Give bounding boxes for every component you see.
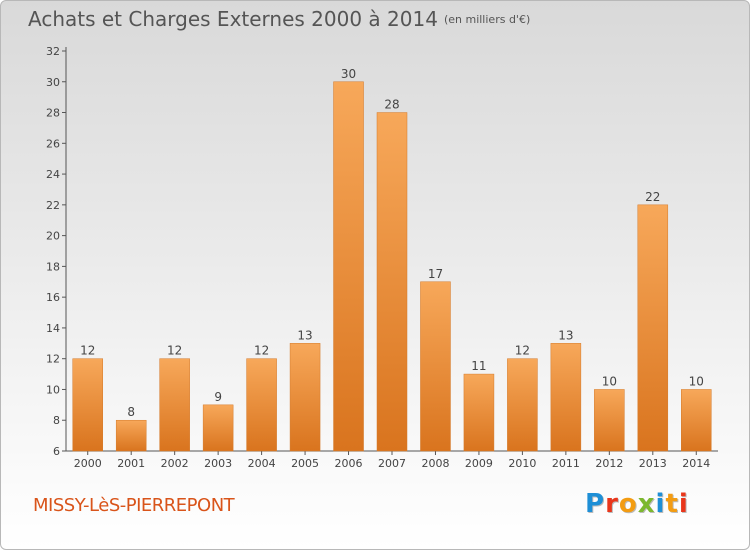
bar <box>289 343 321 452</box>
logo-letter: r <box>605 489 619 519</box>
y-tick-label: 14 <box>46 322 60 335</box>
y-tick-label: 8 <box>53 414 60 427</box>
data-label: 13 <box>297 328 312 342</box>
logo-letter: P <box>585 489 606 519</box>
chart-subtitle: (en milliers d'€) <box>443 13 531 26</box>
y-tick-label: 10 <box>46 383 60 396</box>
proxiti-logo[interactable]: Proxiti <box>585 489 689 519</box>
data-label: 12 <box>167 344 182 358</box>
place-name: MISSY-LèS-PIERREPONT <box>33 495 235 516</box>
data-label: 12 <box>254 344 269 358</box>
x-tick-label: 2011 <box>552 457 580 470</box>
y-tick-label: 12 <box>46 353 60 366</box>
logo-letter: i <box>655 489 666 519</box>
bar <box>202 404 234 452</box>
logo-letter: o <box>618 489 638 519</box>
x-tick-label: 2013 <box>639 457 667 470</box>
logo-letter: i <box>678 489 689 519</box>
data-label: 10 <box>602 374 617 388</box>
data-label: 22 <box>645 190 660 204</box>
bar <box>637 204 669 452</box>
x-tick-label: 2005 <box>291 457 319 470</box>
bar <box>333 81 364 452</box>
y-tick-label: 24 <box>46 168 60 181</box>
y-tick-label: 28 <box>46 107 60 120</box>
data-label: 8 <box>127 405 135 419</box>
chart-labels: 2000 12 2001 8 2002 12 2003 9 2004 12 2005 13 2006 30… <box>74 67 711 470</box>
x-tick-label: 2007 <box>378 457 406 470</box>
x-tick-label: 2010 <box>508 457 536 470</box>
y-tick-label: 26 <box>46 137 60 150</box>
bar <box>550 343 582 452</box>
logo-letter: x <box>637 489 656 519</box>
data-label: 12 <box>80 344 95 358</box>
y-tick-label: 22 <box>46 199 60 212</box>
x-tick-label: 2001 <box>117 457 145 470</box>
x-tick-label: 2002 <box>161 457 189 470</box>
y-tick-label: 30 <box>46 76 60 89</box>
x-tick-label: 2008 <box>421 457 449 470</box>
data-label: 13 <box>558 328 573 342</box>
chart-title: Achats et Charges Externes 2000 à 2014 (e… <box>28 7 530 31</box>
data-label: 10 <box>689 374 704 388</box>
bar <box>115 419 147 452</box>
data-label: 12 <box>515 344 530 358</box>
bar <box>463 373 495 452</box>
y-tick-label: 6 <box>53 445 60 458</box>
x-tick-label: 2006 <box>335 457 363 470</box>
bar <box>507 358 538 452</box>
chart-axes: 6 8 10 12 14 16 18 20 22 24 26 28 30 32 <box>46 45 718 458</box>
y-tick-label: 18 <box>46 260 60 273</box>
x-tick-label: 2000 <box>74 457 102 470</box>
x-tick-label: 2012 <box>595 457 623 470</box>
bar <box>420 281 451 452</box>
data-label: 9 <box>214 390 222 404</box>
bar <box>594 389 625 452</box>
x-tick-label: 2004 <box>248 457 276 470</box>
chart-bars <box>72 81 712 452</box>
y-tick-label: 20 <box>46 230 60 243</box>
bar <box>159 358 190 452</box>
bar <box>246 358 277 452</box>
bar <box>681 389 712 452</box>
logo-letter: t <box>665 489 679 519</box>
chart-title-text: Achats et Charges Externes 2000 à 2014 <box>28 7 438 31</box>
x-tick-label: 2003 <box>204 457 232 470</box>
data-label: 28 <box>384 98 399 112</box>
x-tick-label: 2009 <box>465 457 493 470</box>
bar <box>376 112 408 452</box>
bar <box>72 358 103 452</box>
y-tick-label: 16 <box>46 291 60 304</box>
data-label: 30 <box>341 67 356 81</box>
data-label: 11 <box>471 359 486 373</box>
y-tick-label: 32 <box>46 45 60 58</box>
data-label: 17 <box>428 267 443 281</box>
x-tick-label: 2014 <box>682 457 710 470</box>
